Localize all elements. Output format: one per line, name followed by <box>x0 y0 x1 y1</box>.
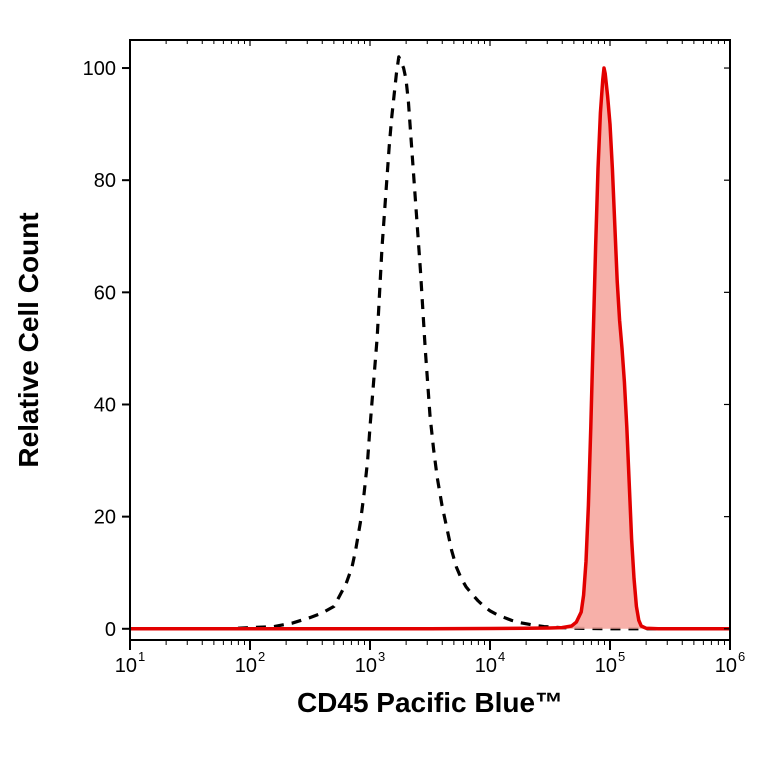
y-tick-label: 40 <box>94 394 116 416</box>
y-tick-label: 100 <box>83 58 116 80</box>
y-axis-label: Relative Cell Count <box>13 212 44 467</box>
flow-cytometry-histogram: 020406080100101102103104105106CD45 Pacif… <box>0 0 764 764</box>
y-tick-label: 0 <box>105 619 116 641</box>
y-tick-label: 60 <box>94 282 116 304</box>
chart-svg: 020406080100101102103104105106CD45 Pacif… <box>0 0 764 764</box>
y-tick-label: 20 <box>94 507 116 529</box>
y-tick-label: 80 <box>94 170 116 192</box>
x-axis-label: CD45 Pacific Blue™ <box>297 687 563 718</box>
